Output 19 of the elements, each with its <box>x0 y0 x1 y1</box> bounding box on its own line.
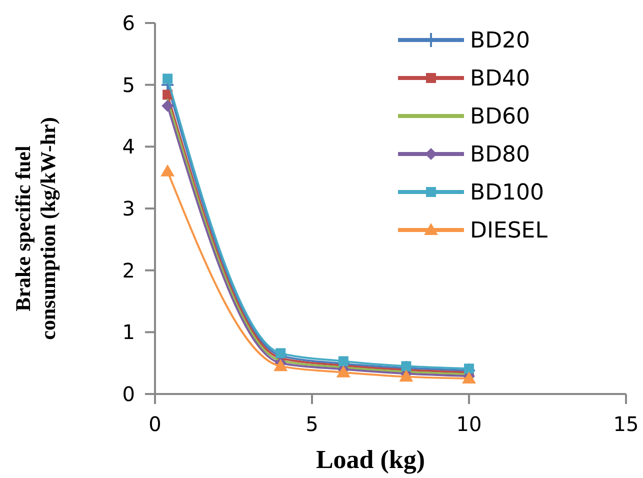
y-tick-label: 0 <box>122 382 135 406</box>
legend-label: BD60 <box>470 104 530 130</box>
y-axis-title: Brake specific fuel consumption (kg/kW-hr) <box>11 117 60 340</box>
x-axis-title: Load (kg) <box>316 445 426 474</box>
x-tick-label: 10 <box>456 412 482 436</box>
y-tick-label: 4 <box>122 134 135 159</box>
y-tick-label: 5 <box>122 72 135 97</box>
legend-label: BD40 <box>470 66 530 92</box>
x-tick-label: 15 <box>613 412 639 436</box>
legend-label: BD20 <box>470 28 530 54</box>
legend-label: BD100 <box>470 180 544 206</box>
legend-label: DIESEL <box>470 218 548 244</box>
y-tick-label: 1 <box>122 320 135 344</box>
y-tick-label: 2 <box>122 258 135 282</box>
y-tick-label: 6 <box>122 11 135 35</box>
y-tick-label: 3 <box>122 196 135 220</box>
x-tick-label: 0 <box>148 412 162 436</box>
x-tick-label: 5 <box>306 412 318 436</box>
legend-label: BD80 <box>470 142 530 168</box>
